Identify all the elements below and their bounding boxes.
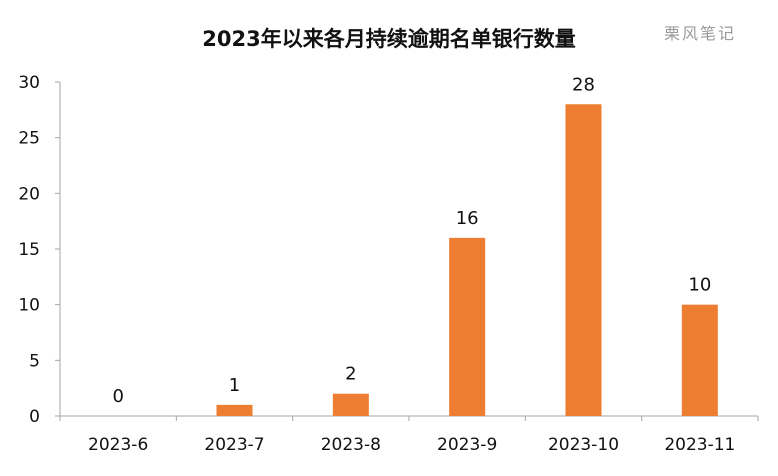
bar (682, 305, 718, 416)
x-axis: 2023-6 2023-7 2023-8 2023-9 2023-10 2023-11 (60, 416, 758, 455)
data-labels: 0 1 2 16 28 10 (112, 74, 711, 407)
y-tick-label: 25 (18, 129, 40, 149)
x-tick-label: 2023-9 (437, 435, 497, 455)
y-tick-label: 30 (18, 73, 40, 93)
x-tick-label: 2023-7 (204, 435, 264, 455)
y-axis: 0 5 10 15 20 25 30 (18, 73, 60, 427)
bar (449, 238, 485, 416)
bar (333, 394, 369, 416)
y-tick-label: 15 (18, 240, 40, 260)
chart-title: 2023年以来各月持续逾期名单银行数量 (202, 27, 575, 51)
data-label: 28 (572, 74, 595, 95)
data-label: 1 (229, 375, 240, 396)
y-tick-label: 5 (29, 351, 40, 371)
bar (217, 405, 253, 416)
y-tick-label: 0 (29, 407, 40, 427)
x-tick-label: 2023-8 (321, 435, 381, 455)
x-tick-label: 2023-6 (88, 435, 148, 455)
data-label: 16 (456, 208, 479, 229)
data-label: 0 (112, 386, 123, 407)
bars (217, 104, 718, 416)
data-label: 10 (688, 275, 711, 296)
watermark-text: 栗风笔记 (664, 24, 736, 43)
data-label: 2 (345, 364, 356, 385)
y-tick-label: 20 (18, 184, 40, 204)
bar (566, 104, 602, 416)
x-tick-label: 2023-11 (664, 435, 735, 455)
y-tick-label: 10 (18, 296, 40, 316)
x-tick-label: 2023-10 (548, 435, 619, 455)
